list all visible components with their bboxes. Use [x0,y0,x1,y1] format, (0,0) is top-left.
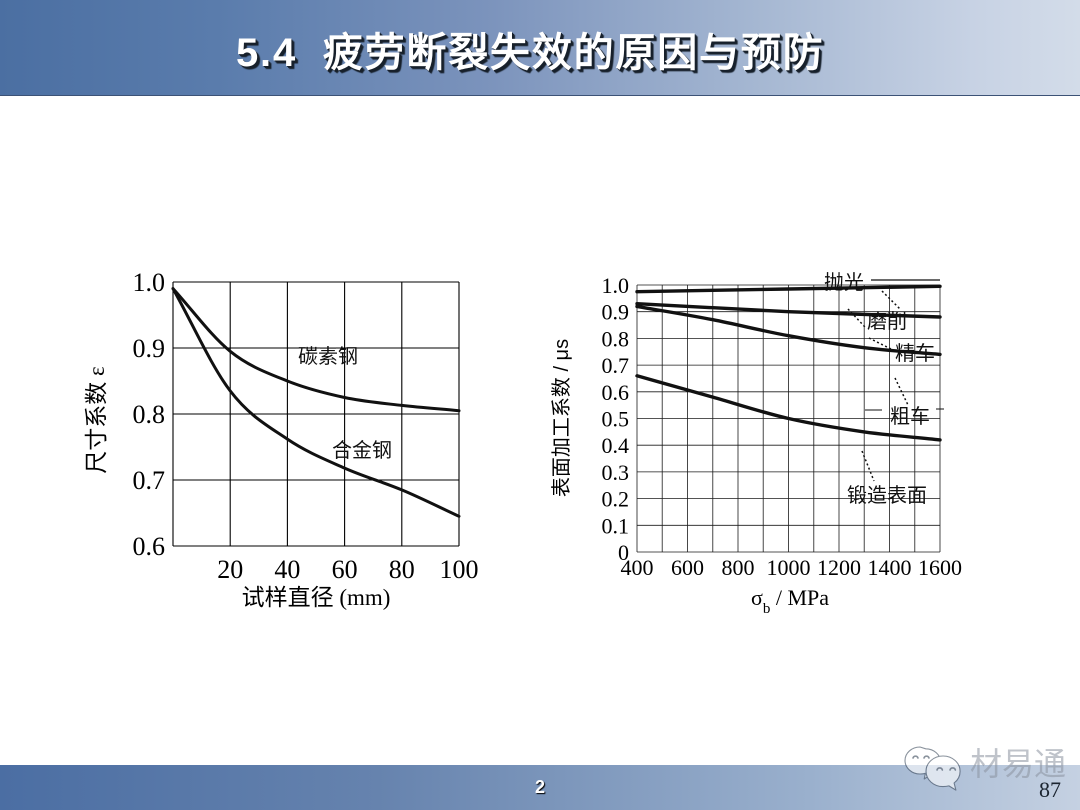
svg-text:87: 87 [1039,777,1061,802]
